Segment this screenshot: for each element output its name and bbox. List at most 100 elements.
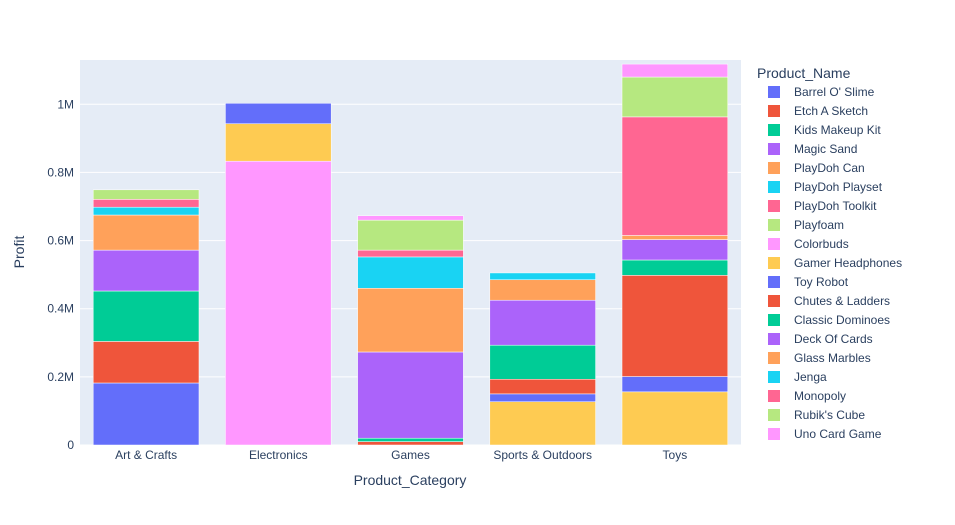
y-tick-label: 0.2M [47,370,74,384]
y-tick-label: 1M [57,97,74,111]
bar-segment [621,259,729,276]
legend-label: Colorbuds [794,237,849,251]
bar-segment [621,391,729,446]
bar-segment [621,376,729,393]
legend-item[interactable]: Etch A Sketch [768,104,868,118]
x-tick-label: Games [391,448,430,462]
bar-segment [489,401,596,446]
legend-label: Uno Card Game [794,427,882,441]
legend-item[interactable]: Barrel O' Slime [768,85,875,99]
bar-segment [92,249,200,292]
y-axis-title: Profit [11,236,27,269]
legend-item[interactable]: Kids Makeup Kit [768,123,881,137]
legend-swatch [768,181,780,193]
y-tick-label: 0.4M [47,302,74,316]
bar-segment [489,344,596,380]
legend-item[interactable]: Monopoly [768,389,846,403]
x-tick-label: Electronics [249,448,308,462]
legend-item[interactable]: Deck Of Cards [768,332,873,346]
legend-swatch [768,219,780,231]
legend-item[interactable]: Toy Robot [768,275,849,289]
bar-segment [621,116,729,236]
legend-item[interactable]: Colorbuds [768,237,849,251]
legend-swatch [768,276,780,288]
legend-item[interactable]: Playfoam [768,218,844,232]
legend-item[interactable]: PlayDoh Playset [768,180,883,194]
legend-swatch [768,105,780,117]
y-tick-label: 0.8M [47,165,74,179]
bar-segment [92,206,200,216]
bar-segment [357,288,464,353]
legend-swatch [768,390,780,402]
legend-item[interactable]: Chutes & Ladders [768,294,890,308]
legend-items: Barrel O' Slime Etch A Sketch Kids Makeup … [768,85,902,441]
legend: Product_Name Barrel O' Slime Etch A Sketc… [757,65,902,441]
legend-label: Playfoam [794,218,844,232]
legend-swatch [768,124,780,136]
y-tick-label: 0 [67,438,74,452]
legend-item[interactable]: Uno Card Game [768,427,882,441]
legend-label: PlayDoh Can [794,161,865,175]
legend-item[interactable]: Gamer Headphones [768,256,902,270]
legend-swatch [768,352,780,364]
legend-label: Magic Sand [794,142,857,156]
bar-segment [92,382,200,446]
bar-segment [489,279,596,301]
legend-swatch [768,162,780,174]
legend-label: Monopoly [794,389,846,403]
bar-segment [92,290,200,342]
x-tick-label: Sports & Outdoors [493,448,592,462]
legend-label: Jenga [794,370,827,384]
legend-swatch [768,371,780,383]
legend-label: Rubik's Cube [794,408,865,422]
legend-swatch [768,257,780,269]
bar-segment [621,63,729,78]
legend-swatch [768,409,780,421]
legend-item[interactable]: Jenga [768,370,827,384]
bar-segment [621,275,729,377]
legend-swatch [768,428,780,440]
y-axis-ticks: 0 0.2M 0.4M 0.6M 0.8M 1M [47,97,74,452]
legend-swatch [768,333,780,345]
legend-label: Deck Of Cards [794,332,873,346]
bar-segment [489,393,596,402]
legend-label: Gamer Headphones [794,256,902,270]
legend-swatch [768,143,780,155]
legend-item[interactable]: Rubik's Cube [768,408,865,422]
legend-label: PlayDoh Toolkit [794,199,877,213]
x-axis-ticks: Art & Crafts Electronics Games Sports & Out… [115,448,687,462]
legend-label: Kids Makeup Kit [794,123,881,137]
bar-segment [225,160,332,446]
legend-item[interactable]: PlayDoh Toolkit [768,199,877,213]
bar-segment [357,256,464,289]
legend-swatch [768,200,780,212]
x-tick-label: Art & Crafts [115,448,177,462]
bar-segment [92,341,200,384]
legend-label: Glass Marbles [794,351,871,365]
legend-item[interactable]: Glass Marbles [768,351,871,365]
bar-segment [489,378,596,395]
legend-title: Product_Name [757,65,851,81]
bar-segment [357,219,464,251]
legend-label: Etch A Sketch [794,104,868,118]
legend-swatch [768,86,780,98]
bar-segment [92,214,200,251]
bar-segment [489,299,596,346]
legend-item[interactable]: Magic Sand [768,142,857,156]
legend-label: Chutes & Ladders [794,294,890,308]
legend-item[interactable]: PlayDoh Can [768,161,865,175]
x-tick-label: Toys [663,448,688,462]
bar-segment [621,76,729,118]
legend-label: Barrel O' Slime [794,85,875,99]
bar-segment [357,437,464,442]
bar-segment [357,249,464,258]
bar-segment [621,235,729,240]
y-tick-label: 0.6M [47,234,74,248]
bar-segment [621,239,729,261]
legend-swatch [768,314,780,326]
bar-segment [357,441,464,446]
bar-segment [357,215,464,221]
x-axis-title: Product_Category [354,472,467,488]
bars [92,63,729,446]
legend-item[interactable]: Classic Dominoes [768,313,890,327]
